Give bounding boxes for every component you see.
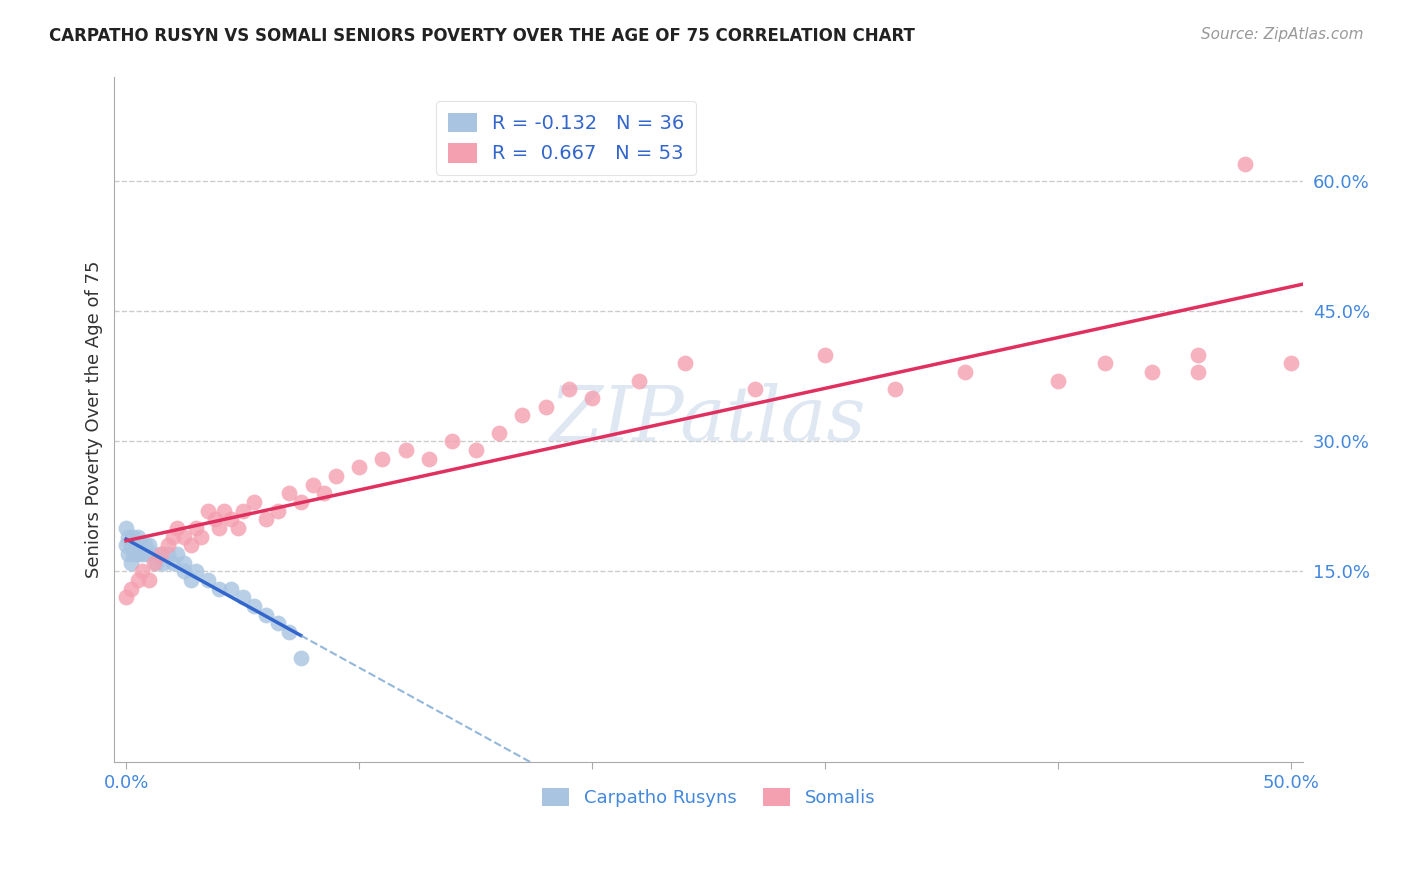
Point: [156, 538, 179, 552]
Point: [138, 573, 160, 587]
Point: [232, 503, 254, 517]
Text: CARPATHO RUSYN VS SOMALI SENIORS POVERTY OVER THE AGE OF 75 CORRELATION CHART: CARPATHO RUSYN VS SOMALI SENIORS POVERTY…: [49, 27, 915, 45]
Point: [150, 547, 173, 561]
Point: [1279, 356, 1302, 370]
Point: [166, 547, 188, 561]
Point: [115, 521, 138, 535]
Point: [136, 547, 159, 561]
Point: [197, 573, 219, 587]
Point: [152, 556, 174, 570]
Point: [278, 486, 301, 500]
Point: [208, 582, 231, 596]
Point: [675, 356, 697, 370]
Point: [127, 573, 149, 587]
Point: [184, 564, 207, 578]
Point: [124, 538, 146, 552]
Legend: Carpatho Rusyns, Somalis: Carpatho Rusyns, Somalis: [534, 780, 883, 814]
Point: [122, 547, 145, 561]
Point: [219, 582, 242, 596]
Point: [122, 530, 145, 544]
Point: [212, 503, 235, 517]
Point: [131, 564, 153, 578]
Point: [173, 530, 195, 544]
Point: [173, 564, 195, 578]
Point: [115, 590, 138, 604]
Point: [558, 382, 581, 396]
Point: [117, 530, 139, 544]
Point: [156, 547, 179, 561]
Point: [131, 547, 153, 561]
Point: [219, 512, 242, 526]
Point: [208, 521, 231, 535]
Point: [1233, 157, 1256, 171]
Point: [1187, 365, 1209, 379]
Point: [204, 512, 226, 526]
Point: [266, 616, 288, 631]
Point: [190, 530, 212, 544]
Point: [117, 547, 139, 561]
Point: [464, 442, 486, 457]
Point: [254, 512, 277, 526]
Point: [1047, 374, 1070, 388]
Point: [884, 382, 907, 396]
Point: [173, 556, 195, 570]
Point: [744, 382, 766, 396]
Point: [184, 521, 207, 535]
Point: [115, 538, 138, 552]
Point: [180, 573, 202, 587]
Point: [314, 486, 336, 500]
Point: [226, 521, 249, 535]
Point: [1187, 348, 1209, 362]
Point: [143, 547, 166, 561]
Point: [120, 538, 142, 552]
Point: [1094, 356, 1116, 370]
Point: [254, 607, 277, 622]
Point: [134, 538, 156, 552]
Point: [162, 530, 184, 544]
Y-axis label: Seniors Poverty Over the Age of 75: Seniors Poverty Over the Age of 75: [86, 260, 103, 578]
Point: [143, 556, 166, 570]
Point: [418, 451, 440, 466]
Point: [301, 477, 323, 491]
Point: [488, 425, 510, 440]
Text: Source: ZipAtlas.com: Source: ZipAtlas.com: [1201, 27, 1364, 42]
Point: [534, 400, 557, 414]
Point: [120, 582, 142, 596]
Point: [120, 556, 142, 570]
Point: [953, 365, 976, 379]
Point: [127, 547, 149, 561]
Point: [180, 538, 202, 552]
Point: [166, 521, 188, 535]
Point: [395, 442, 418, 457]
Point: [347, 460, 370, 475]
Point: [162, 556, 184, 570]
Text: ZIPatlas: ZIPatlas: [550, 383, 868, 457]
Point: [243, 495, 266, 509]
Point: [266, 503, 288, 517]
Point: [290, 495, 312, 509]
Point: [627, 374, 650, 388]
Point: [581, 391, 603, 405]
Point: [1140, 365, 1163, 379]
Point: [243, 599, 266, 613]
Point: [371, 451, 394, 466]
Point: [290, 650, 312, 665]
Point: [145, 556, 167, 570]
Point: [814, 348, 837, 362]
Point: [150, 547, 173, 561]
Point: [197, 503, 219, 517]
Point: [278, 624, 301, 639]
Point: [129, 538, 152, 552]
Point: [325, 469, 347, 483]
Point: [138, 538, 160, 552]
Point: [127, 530, 149, 544]
Point: [232, 590, 254, 604]
Point: [441, 434, 464, 449]
Point: [510, 409, 533, 423]
